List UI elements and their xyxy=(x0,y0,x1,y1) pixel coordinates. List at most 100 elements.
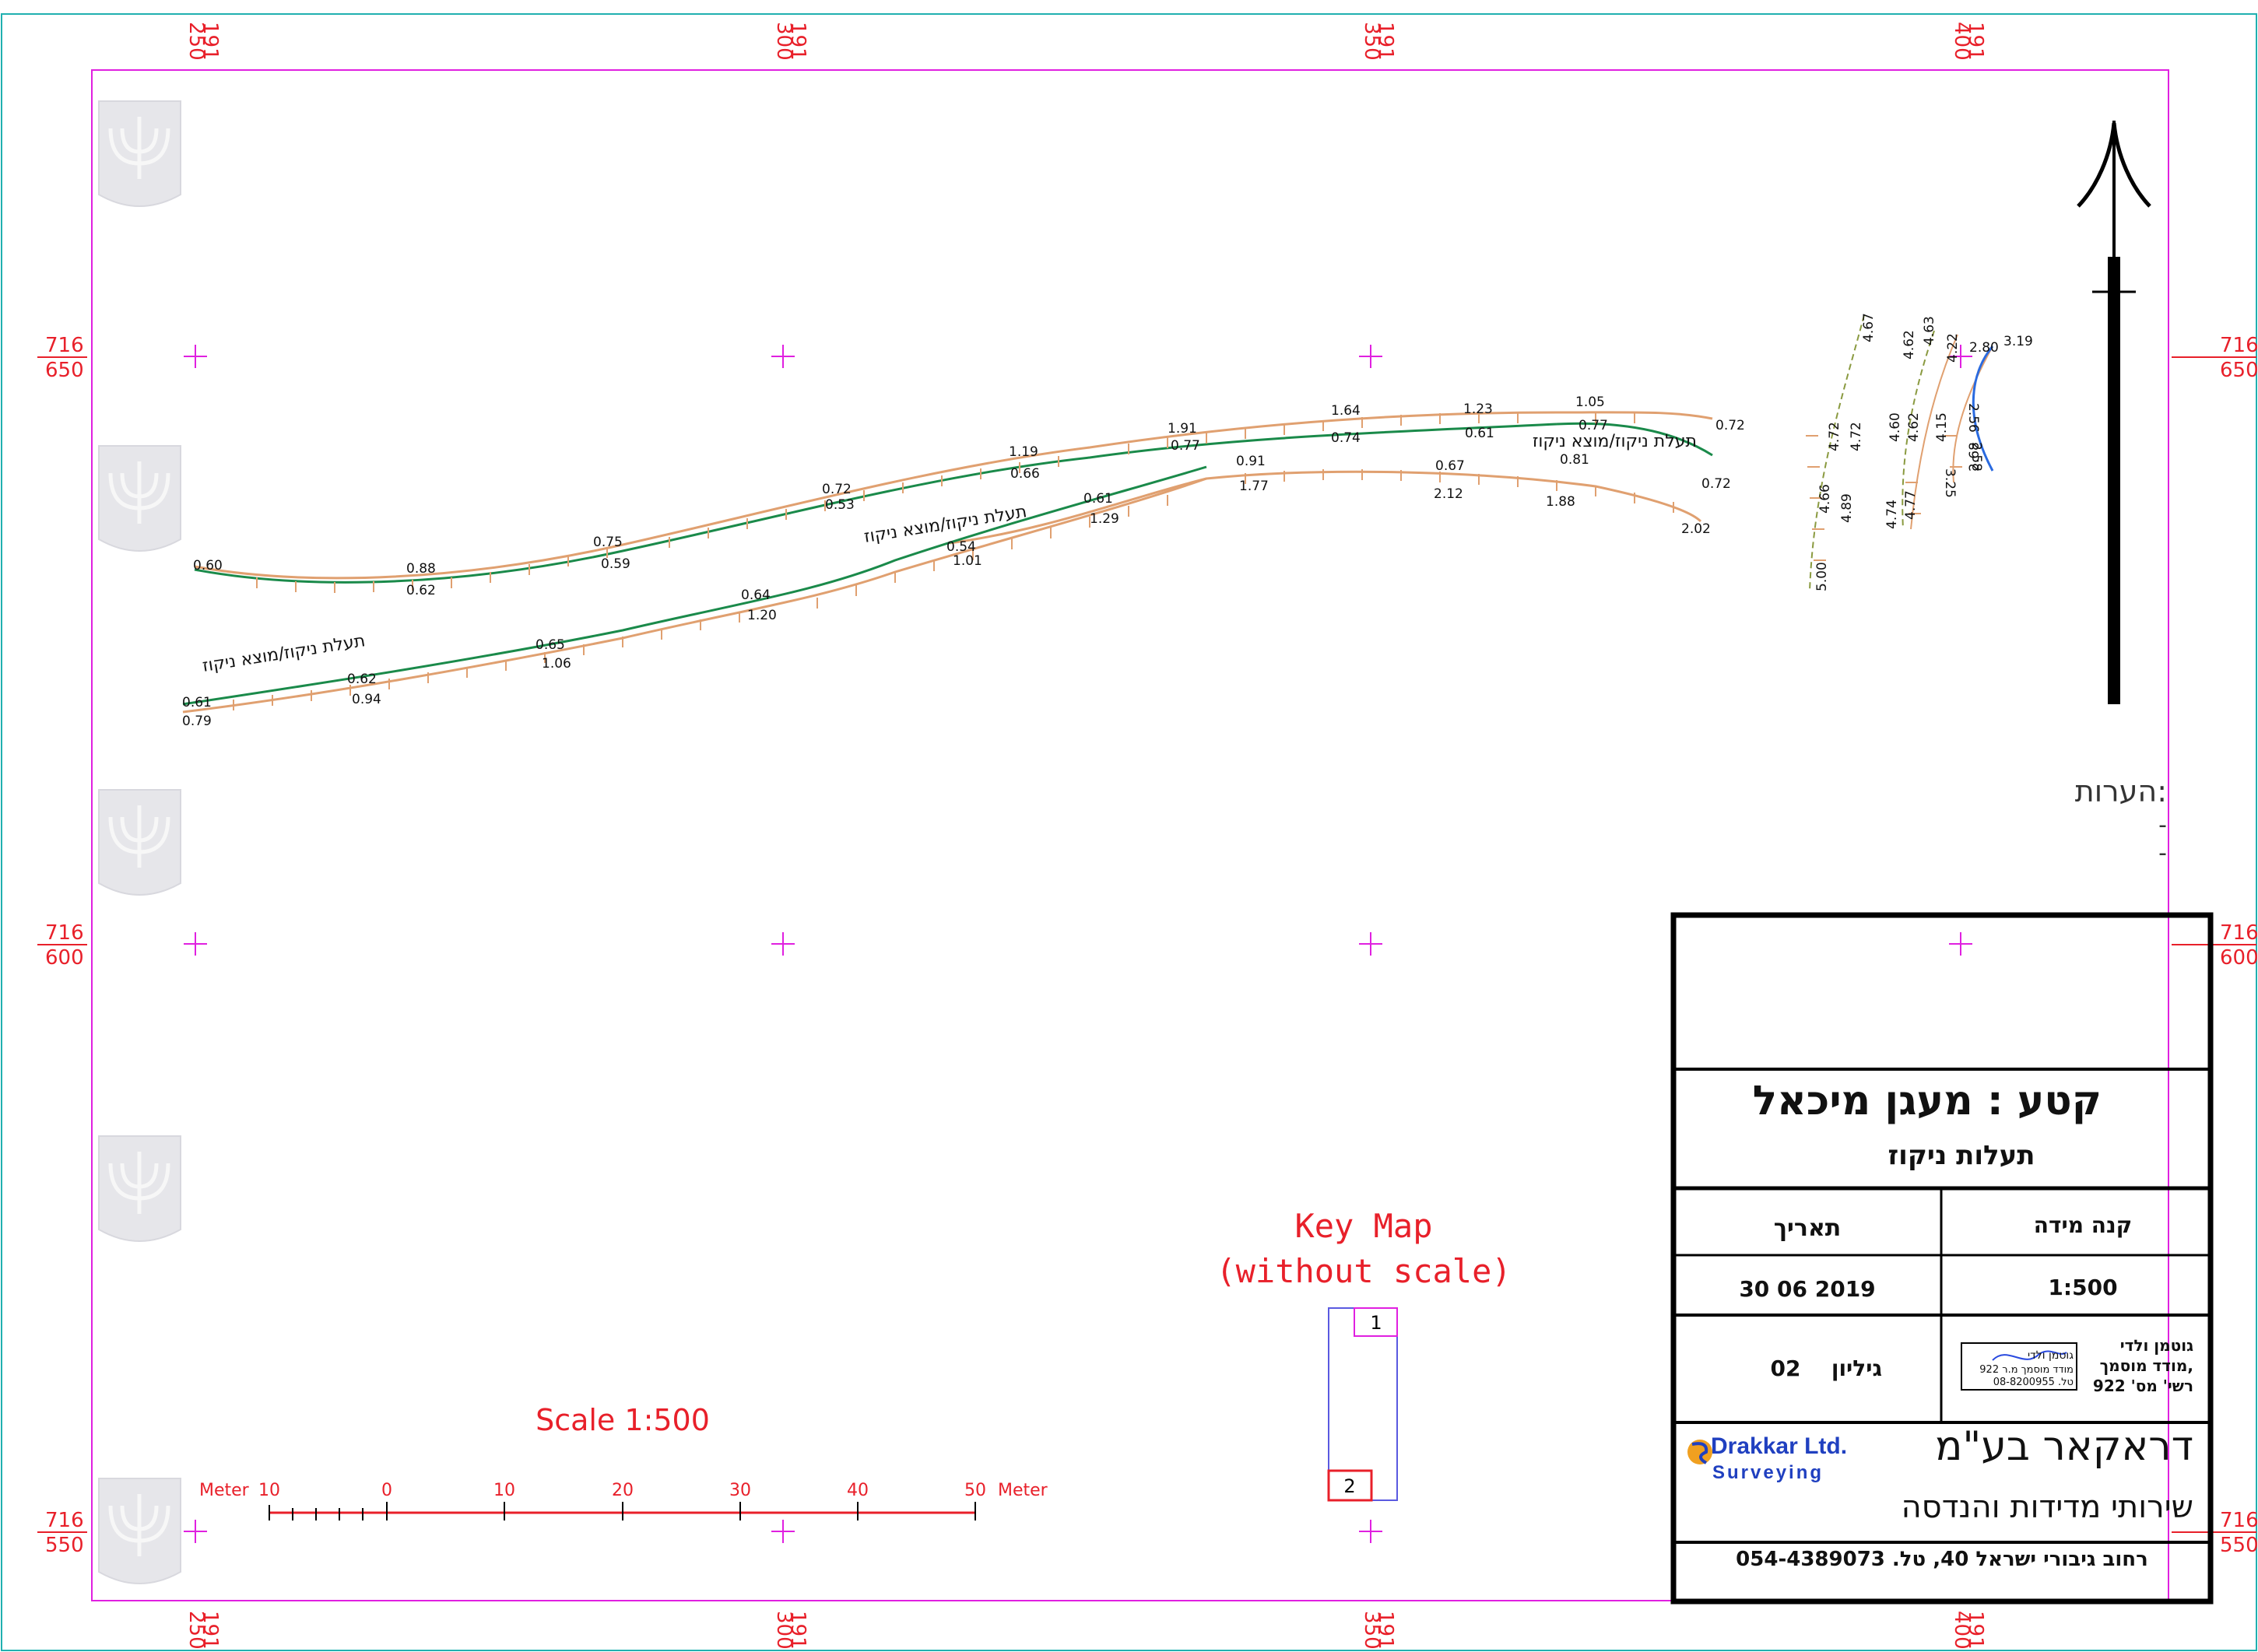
logo-name: Drakkar Ltd. xyxy=(1711,1433,1847,1459)
level-value: 3.19 xyxy=(2003,334,2033,349)
level-value: 1.20 xyxy=(747,608,777,623)
key-map-sheet-2-label: 2 xyxy=(1343,1475,1355,1497)
level-value: 0.62 xyxy=(347,672,377,687)
level-value: 1.91 xyxy=(1168,421,1197,437)
company-logo-icon xyxy=(1687,1440,1712,1464)
level-value: 0.54 xyxy=(946,539,976,555)
state-emblem-icon xyxy=(99,101,181,206)
bottom-coordinate-labels: 250 191 300 191 350 191 400 191 xyxy=(184,1611,1987,1650)
right-channel-a xyxy=(1810,315,1864,591)
scale-tick-label: 30 xyxy=(729,1481,751,1500)
state-emblem-icon xyxy=(99,790,181,895)
notes-title: הערות: xyxy=(2075,774,2167,808)
scale-label: קנה מידה xyxy=(2034,1212,2133,1238)
level-value: 4.63 xyxy=(1922,316,1937,345)
level-value: 1.88 xyxy=(1546,494,1575,510)
stamp-line: מודד מוסמך מ.ר 922 xyxy=(1979,1364,2074,1376)
middle-channel-levels: 0.54 1.01 0.61 1.29 0.91 1.77 0.67 2.12 … xyxy=(946,452,1731,569)
level-value: 1.19 xyxy=(1009,444,1038,460)
scale-bar-unit-right: Meter xyxy=(998,1481,1048,1500)
emblem-watermarks xyxy=(99,101,181,1584)
level-value: 0.72 xyxy=(1715,418,1745,433)
surveyor-license: רשי' מס' 922 xyxy=(2093,1377,2193,1395)
level-value: 4.74 xyxy=(1884,500,1900,529)
level-value: 4.15 xyxy=(1934,412,1950,442)
grid-label: 191 xyxy=(1964,22,1987,61)
level-value: 2.56 xyxy=(1965,403,1981,433)
level-value: 0.72 xyxy=(1701,476,1731,492)
grid-label: 191 xyxy=(786,22,809,61)
grid-label: 716 xyxy=(2220,921,2258,945)
grid-label: 191 xyxy=(786,1611,809,1650)
top-coordinate-labels: 250 191 300 191 350 191 400 191 xyxy=(184,22,1987,61)
grid-label: 191 xyxy=(1374,22,1397,61)
date-label: תאריך xyxy=(1774,1215,1842,1242)
scale-bar: Scale 1:500 Meter Meter 10 0 10 20 30 40… xyxy=(199,1403,1048,1520)
left-coordinate-labels: 716 650 716 600 716 550 xyxy=(37,334,87,1557)
level-value: 0.94 xyxy=(352,692,381,707)
north-arrow-icon xyxy=(2078,121,2150,704)
scale-tick-label: 50 xyxy=(964,1481,986,1500)
right-area-levels: 4.67 4.72 4.72 4.66 4.89 5.00 4.62 4.63 … xyxy=(1814,313,2033,591)
state-emblem-icon xyxy=(99,1136,181,1241)
key-map-title: Key Map xyxy=(1294,1207,1432,1245)
scale-bar-unit-left: Meter xyxy=(199,1481,250,1500)
grid-label: 600 xyxy=(2220,946,2258,970)
level-value: 4.89 xyxy=(1839,493,1855,523)
state-emblem-icon xyxy=(99,1478,181,1584)
level-value: 4.72 xyxy=(1827,422,1842,451)
grid-label: 191 xyxy=(198,22,222,61)
level-value: 0.74 xyxy=(1331,430,1361,446)
level-value: 4.77 xyxy=(1903,490,1919,520)
company-name: דראקאר בע"מ xyxy=(1935,1423,2193,1470)
grid-label: 716 xyxy=(45,1509,84,1532)
company-address: רחוב גיבורי ישראל 40, טל. 054-4389073 xyxy=(1736,1548,2148,1571)
date-value: 30 06 2019 xyxy=(1739,1276,1875,1302)
level-value: 0.60 xyxy=(193,558,223,573)
grid-label: 191 xyxy=(1964,1611,1987,1650)
grid-label: 191 xyxy=(1374,1611,1397,1650)
grid-label: 550 xyxy=(45,1534,84,1557)
grid-label: 716 xyxy=(2220,334,2258,357)
drainage-channels xyxy=(183,315,1993,712)
level-value: 1.23 xyxy=(1463,402,1493,417)
key-map: Key Map (without scale) 1 2 xyxy=(1216,1207,1511,1500)
grid-label: 650 xyxy=(45,359,84,382)
level-value: 4.22 xyxy=(1945,333,1961,363)
level-value: 0.79 xyxy=(182,714,212,729)
level-value: 4.62 xyxy=(1906,412,1922,442)
grid-label: 716 xyxy=(2220,1509,2258,1532)
grid-label: 550 xyxy=(2220,1534,2258,1557)
grid-label: 650 xyxy=(2220,359,2258,382)
level-value: 0.66 xyxy=(1010,466,1040,482)
notes-item: - xyxy=(2158,812,2167,839)
level-value: 0.61 xyxy=(1465,426,1494,441)
level-value: 0.88 xyxy=(406,561,436,577)
channel-label-upper: תעלת ניקוז/מוצא ניקוז xyxy=(1533,432,1697,451)
level-value: 0.53 xyxy=(825,497,855,513)
level-value: 0.75 xyxy=(593,535,623,550)
level-value: 1.64 xyxy=(1331,403,1361,419)
upper-channel-center xyxy=(195,424,1557,582)
sheet-label: גיליון xyxy=(1831,1356,1882,1381)
level-value: 0.62 xyxy=(406,583,436,598)
scale-tick-label: 10 xyxy=(258,1481,280,1500)
level-value: 0.65 xyxy=(536,637,565,653)
scale-tick-label: 40 xyxy=(847,1481,869,1500)
level-value: 0.77 xyxy=(1578,418,1608,433)
level-value: 4.67 xyxy=(1861,313,1877,342)
level-value: 4.60 xyxy=(1888,412,1903,442)
level-value: 2.68 xyxy=(1967,442,1982,472)
level-value: 4.62 xyxy=(1902,330,1917,360)
level-value: 0.67 xyxy=(1435,458,1465,474)
scale-tick-label: 20 xyxy=(612,1481,634,1500)
company-services: שירותי מדידות והנדסה xyxy=(1902,1489,2193,1525)
level-value: 5.00 xyxy=(1814,562,1830,591)
level-value: 0.61 xyxy=(182,695,212,710)
level-value: 2.80 xyxy=(1969,340,1999,356)
level-value: 0.59 xyxy=(601,556,630,572)
section-title: קטע : מעגן מיכאל xyxy=(1753,1078,2102,1124)
level-value: 2.02 xyxy=(1681,521,1711,537)
level-value: 1.06 xyxy=(542,656,571,672)
